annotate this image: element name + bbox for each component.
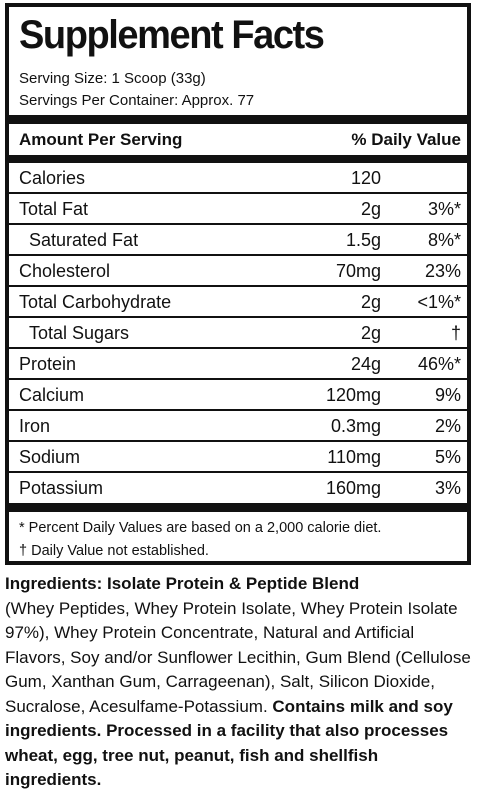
nutrient-name: Potassium [19, 478, 104, 498]
servings-per-container: Servings Per Container: Approx. 77 [19, 92, 255, 109]
nutrient-row-total-fat: Total Fat 2g 3%* [9, 194, 467, 225]
nutrient-row-total-sugars: Total Sugars 2g † [9, 318, 467, 349]
nutrient-row-total-carbohydrate: Total Carbohydrate 2g <1%* [9, 287, 467, 318]
nutrient-row-sodium: Sodium 110mg 5% [9, 442, 467, 473]
nutrient-name: Protein [19, 354, 77, 374]
allergen-statement: Contains milk and soy ingredients. Proce… [5, 696, 453, 790]
nutrient-row-potassium: Potassium 160mg 3% [9, 473, 467, 504]
nutrient-name: Total Sugars [29, 323, 130, 343]
row-divider [9, 378, 467, 380]
nutrient-amount: 2g [360, 199, 381, 219]
nutrient-row-calcium: Calcium 120mg 9% [9, 380, 467, 411]
nutrient-daily-value: 3%* [427, 199, 461, 219]
nutrient-amount: 110mg [327, 447, 381, 467]
row-divider [9, 254, 467, 256]
nutrient-amount: 120 [350, 168, 381, 188]
nutrient-row-cholesterol: Cholesterol 70mg 23% [9, 256, 467, 287]
daily-value-header: % Daily Value [351, 130, 461, 149]
nutrient-name: Total Fat [19, 199, 89, 219]
divider-thick [9, 115, 467, 124]
nutrient-amount: 2g [360, 292, 381, 312]
row-divider [9, 285, 467, 287]
row-divider [9, 223, 467, 225]
nutrient-name: Calcium [19, 385, 85, 405]
nutrient-daily-value: 5% [434, 447, 461, 467]
panel-title: Supplement Facts [19, 13, 325, 57]
row-divider [9, 347, 467, 349]
nutrient-amount: 2g [360, 323, 381, 343]
nutrient-daily-value: 23% [424, 261, 461, 281]
supplement-facts-panel: Supplement Facts Serving Size: 1 Scoop (… [5, 3, 471, 565]
divider-thick [9, 155, 467, 163]
nutrient-daily-value: 9% [434, 385, 461, 405]
nutrient-row-iron: Iron 0.3mg 2% [9, 411, 467, 442]
row-divider [9, 440, 467, 442]
nutrient-name: Sodium [19, 447, 81, 467]
nutrient-amount: 1.5g [345, 230, 381, 250]
nutrient-name: Saturated Fat [29, 230, 139, 250]
footnote-not-established: † Daily Value not established. [19, 543, 209, 559]
nutrient-amount: 24g [350, 354, 381, 374]
ingredients-heading: Ingredients: Isolate Protein & Peptide B… [5, 574, 360, 593]
row-divider [9, 409, 467, 411]
nutrient-daily-value: 8%* [427, 230, 461, 250]
nutrient-daily-value: 46%* [417, 354, 461, 374]
nutrient-amount: 0.3mg [330, 416, 381, 436]
nutrient-daily-value: <1%* [417, 292, 461, 312]
nutrient-daily-value: 2% [434, 416, 461, 436]
row-divider [9, 316, 467, 318]
nutrient-amount: 160mg [325, 478, 381, 498]
nutrient-name: Total Carbohydrate [19, 292, 172, 312]
amount-per-serving-header: Amount Per Serving [19, 130, 183, 149]
divider-thick [9, 503, 467, 512]
footnote-percent-daily-value: * Percent Daily Values are based on a 2,… [19, 520, 382, 536]
nutrient-amount: 120mg [325, 385, 381, 405]
nutrient-name: Cholesterol [19, 261, 111, 281]
ingredients-list: (Whey Peptides, Whey Protein Isolate, Wh… [5, 598, 471, 716]
nutrient-row-protein: Protein 24g 46%* [9, 349, 467, 380]
nutrient-row-calories: Calories 120 [9, 163, 467, 194]
row-divider [9, 192, 467, 194]
nutrient-daily-value: † [450, 323, 461, 343]
nutrient-name: Calories [19, 168, 86, 188]
nutrient-daily-value: 3% [434, 478, 461, 498]
serving-size: Serving Size: 1 Scoop (33g) [19, 70, 206, 87]
nutrient-row-saturated-fat: Saturated Fat 1.5g 8%* [9, 225, 467, 256]
nutrient-name: Iron [19, 416, 51, 436]
row-divider [9, 471, 467, 473]
ingredients-statement: Ingredients: Isolate Protein & Peptide B… [5, 572, 475, 793]
nutrient-amount: 70mg [335, 261, 381, 281]
